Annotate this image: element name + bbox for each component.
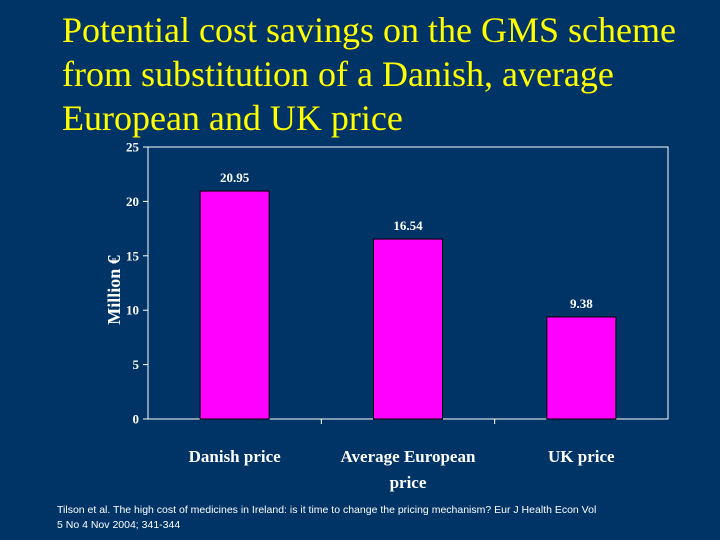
data-label-2: 16.54 [393, 218, 423, 233]
data-label-3: 9.38 [570, 296, 593, 311]
bar-2 [373, 238, 443, 420]
bar-3 [546, 316, 617, 420]
source-line-2: 5 No 4 Nov 2004; 341-344 [57, 519, 181, 531]
category-label-3: UK price [548, 447, 615, 466]
y-tick-label: 10 [126, 303, 139, 318]
y-tick-label: 20 [126, 194, 139, 209]
y-tick-label: 15 [126, 248, 140, 263]
bar-1 [199, 190, 270, 420]
title-line-3: European and UK price [62, 98, 403, 138]
slide-title: Potential cost savings on the GMS scheme… [62, 8, 712, 140]
source-line-1: Tilson et al. The high cost of medicines… [57, 504, 597, 516]
data-label-1: 20.95 [220, 170, 250, 185]
source-citation: Tilson et al. The high cost of medicines… [57, 503, 697, 533]
title-line-2: from substitution of a Danish, average [62, 54, 614, 94]
y-tick-label: 5 [133, 357, 140, 372]
category-label-2: Average European [341, 447, 476, 466]
y-axis-label: Million € [104, 255, 124, 325]
y-tick-label: 0 [133, 412, 140, 427]
y-tick-label: 25 [126, 140, 140, 155]
category-label-2: price [390, 473, 427, 492]
category-label-1: Danish price [189, 447, 282, 466]
title-line-1: Potential cost savings on the GMS scheme [62, 10, 676, 50]
